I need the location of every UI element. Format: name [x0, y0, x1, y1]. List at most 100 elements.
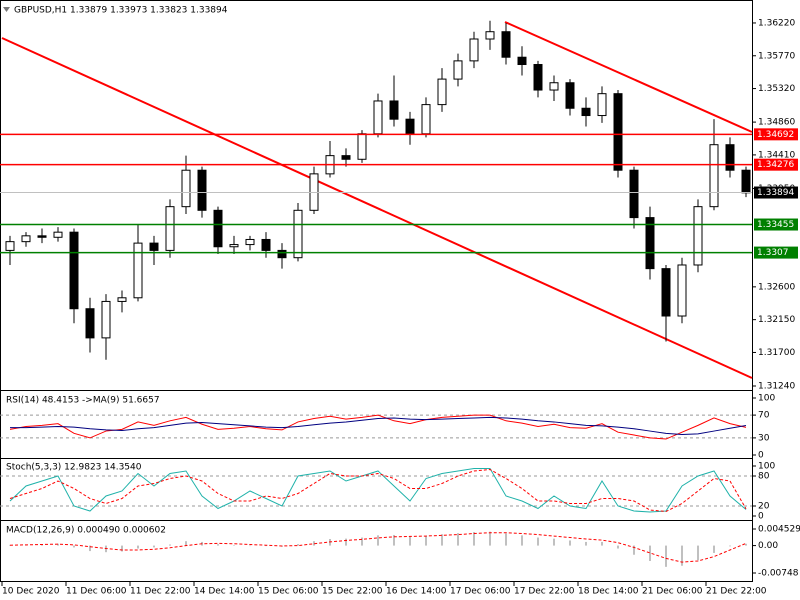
level-label: 1.34692 — [757, 130, 794, 140]
candle-body — [293, 209, 303, 259]
candle-body — [277, 249, 287, 259]
candle-body — [661, 268, 671, 317]
candle-body — [709, 144, 719, 208]
x-tick-label: 18 Dec 14:00 — [578, 587, 639, 597]
candle-body — [101, 300, 111, 339]
candle-body — [5, 241, 15, 251]
indicator-line — [9, 414, 747, 440]
trend-lines — [1, 21, 753, 379]
y-tick-label: 1.34410 — [758, 150, 795, 160]
candle-body — [69, 231, 79, 310]
x-tick-label: 10 Dec 2020 — [2, 587, 60, 597]
candle-body — [357, 133, 367, 160]
candle-body — [469, 38, 479, 62]
level-label-box — [754, 128, 798, 141]
y-tick-label: -0.00748 — [758, 569, 799, 579]
y-tick-label: 0 — [758, 451, 764, 461]
histogram-bar — [265, 545, 267, 547]
histogram-bar — [313, 541, 315, 546]
level-label-box — [754, 246, 798, 259]
candle-body — [629, 169, 639, 219]
candle-body — [117, 297, 127, 302]
panel-title: RSI(14) 48.4153 ->MA(9) 51.6657 — [6, 396, 160, 406]
y-tick-label: 1.31700 — [758, 348, 795, 358]
candle-body — [453, 60, 463, 80]
y-tick-label: 100 — [758, 462, 775, 472]
frame — [0, 0, 753, 582]
candle-body — [165, 206, 175, 251]
candle-body — [133, 242, 143, 299]
histogram-bar — [489, 531, 491, 546]
histogram-bar — [633, 545, 635, 555]
candle-body — [149, 242, 159, 251]
trend-line — [504, 21, 753, 133]
candle-body — [21, 235, 31, 243]
histogram-bar — [537, 537, 539, 546]
histogram-bar — [729, 545, 731, 547]
y-tick-label: 1.35320 — [758, 84, 795, 94]
histogram-bar — [505, 533, 507, 546]
candle-body — [693, 206, 703, 266]
y-tick-label: 1.31240 — [758, 381, 795, 391]
histogram-bar — [249, 545, 251, 547]
y-tick-label: 1.32150 — [758, 315, 795, 325]
candle-body — [341, 155, 351, 160]
candle-body — [373, 100, 383, 135]
trend-line — [1, 37, 753, 379]
histogram-bar — [553, 538, 555, 546]
histogram-bar — [169, 544, 171, 546]
y-tick-label: 20 — [758, 502, 770, 512]
candle-body — [533, 64, 543, 91]
candle-body — [53, 231, 63, 238]
plot-frame — [0, 0, 753, 582]
level-label: 1.33455 — [757, 220, 794, 230]
y-tick-label: 1.32600 — [758, 282, 795, 292]
candle-body — [213, 209, 223, 248]
histogram-bar — [521, 535, 523, 546]
histogram-bar — [649, 545, 651, 561]
histogram-bar — [73, 545, 75, 548]
histogram-bar — [89, 545, 91, 552]
x-tick-label: 11 Dec 06:00 — [66, 587, 127, 597]
candle-body — [725, 144, 735, 171]
y-tick-label: 0.00 — [758, 541, 778, 551]
y-tick-label: 1.35770 — [758, 51, 795, 61]
candle-body — [229, 244, 239, 248]
level-label-box — [754, 218, 798, 231]
candle-body — [37, 235, 47, 238]
y-tick-label: 0.004529 — [758, 525, 800, 535]
x-tick-label: 16 Dec 14:00 — [386, 587, 447, 597]
y-tick-label: 100 — [758, 394, 775, 404]
histogram-bar — [217, 544, 219, 546]
level-label-box — [754, 158, 798, 171]
panel-title: MACD(12,26,9) 0.000490 0.000602 — [6, 526, 166, 536]
histogram-bar — [137, 545, 139, 549]
histogram-bar — [457, 533, 459, 546]
y-tick-label: 0 — [758, 512, 764, 522]
histogram-bar — [57, 543, 59, 546]
histogram-bar — [153, 545, 155, 548]
histogram-bar — [697, 545, 699, 561]
candle-body — [389, 100, 399, 120]
candle-body — [565, 82, 575, 109]
candle-body — [245, 238, 255, 246]
x-tick-label: 17 Dec 06:00 — [450, 587, 511, 597]
histogram-bar — [473, 532, 475, 546]
chart-title: GBPUSD,H1 1.33879 1.33973 1.33823 1.3389… — [14, 6, 228, 16]
candle-body — [197, 169, 207, 211]
candle-body — [581, 107, 591, 117]
histogram-bar — [185, 541, 187, 546]
histogram-bar — [393, 534, 395, 546]
candle-body — [421, 104, 431, 135]
x-tick-label: 15 Dec 06:00 — [258, 587, 319, 597]
histogram-bar — [601, 541, 603, 546]
indicator-line — [9, 532, 747, 563]
histogram-bar — [377, 535, 379, 546]
candle-body — [85, 308, 95, 339]
histogram-bar — [233, 545, 235, 546]
histogram-bar — [345, 538, 347, 546]
indicator-line — [10, 416, 747, 435]
histogram-bar — [297, 544, 299, 546]
candle-body — [437, 78, 447, 106]
